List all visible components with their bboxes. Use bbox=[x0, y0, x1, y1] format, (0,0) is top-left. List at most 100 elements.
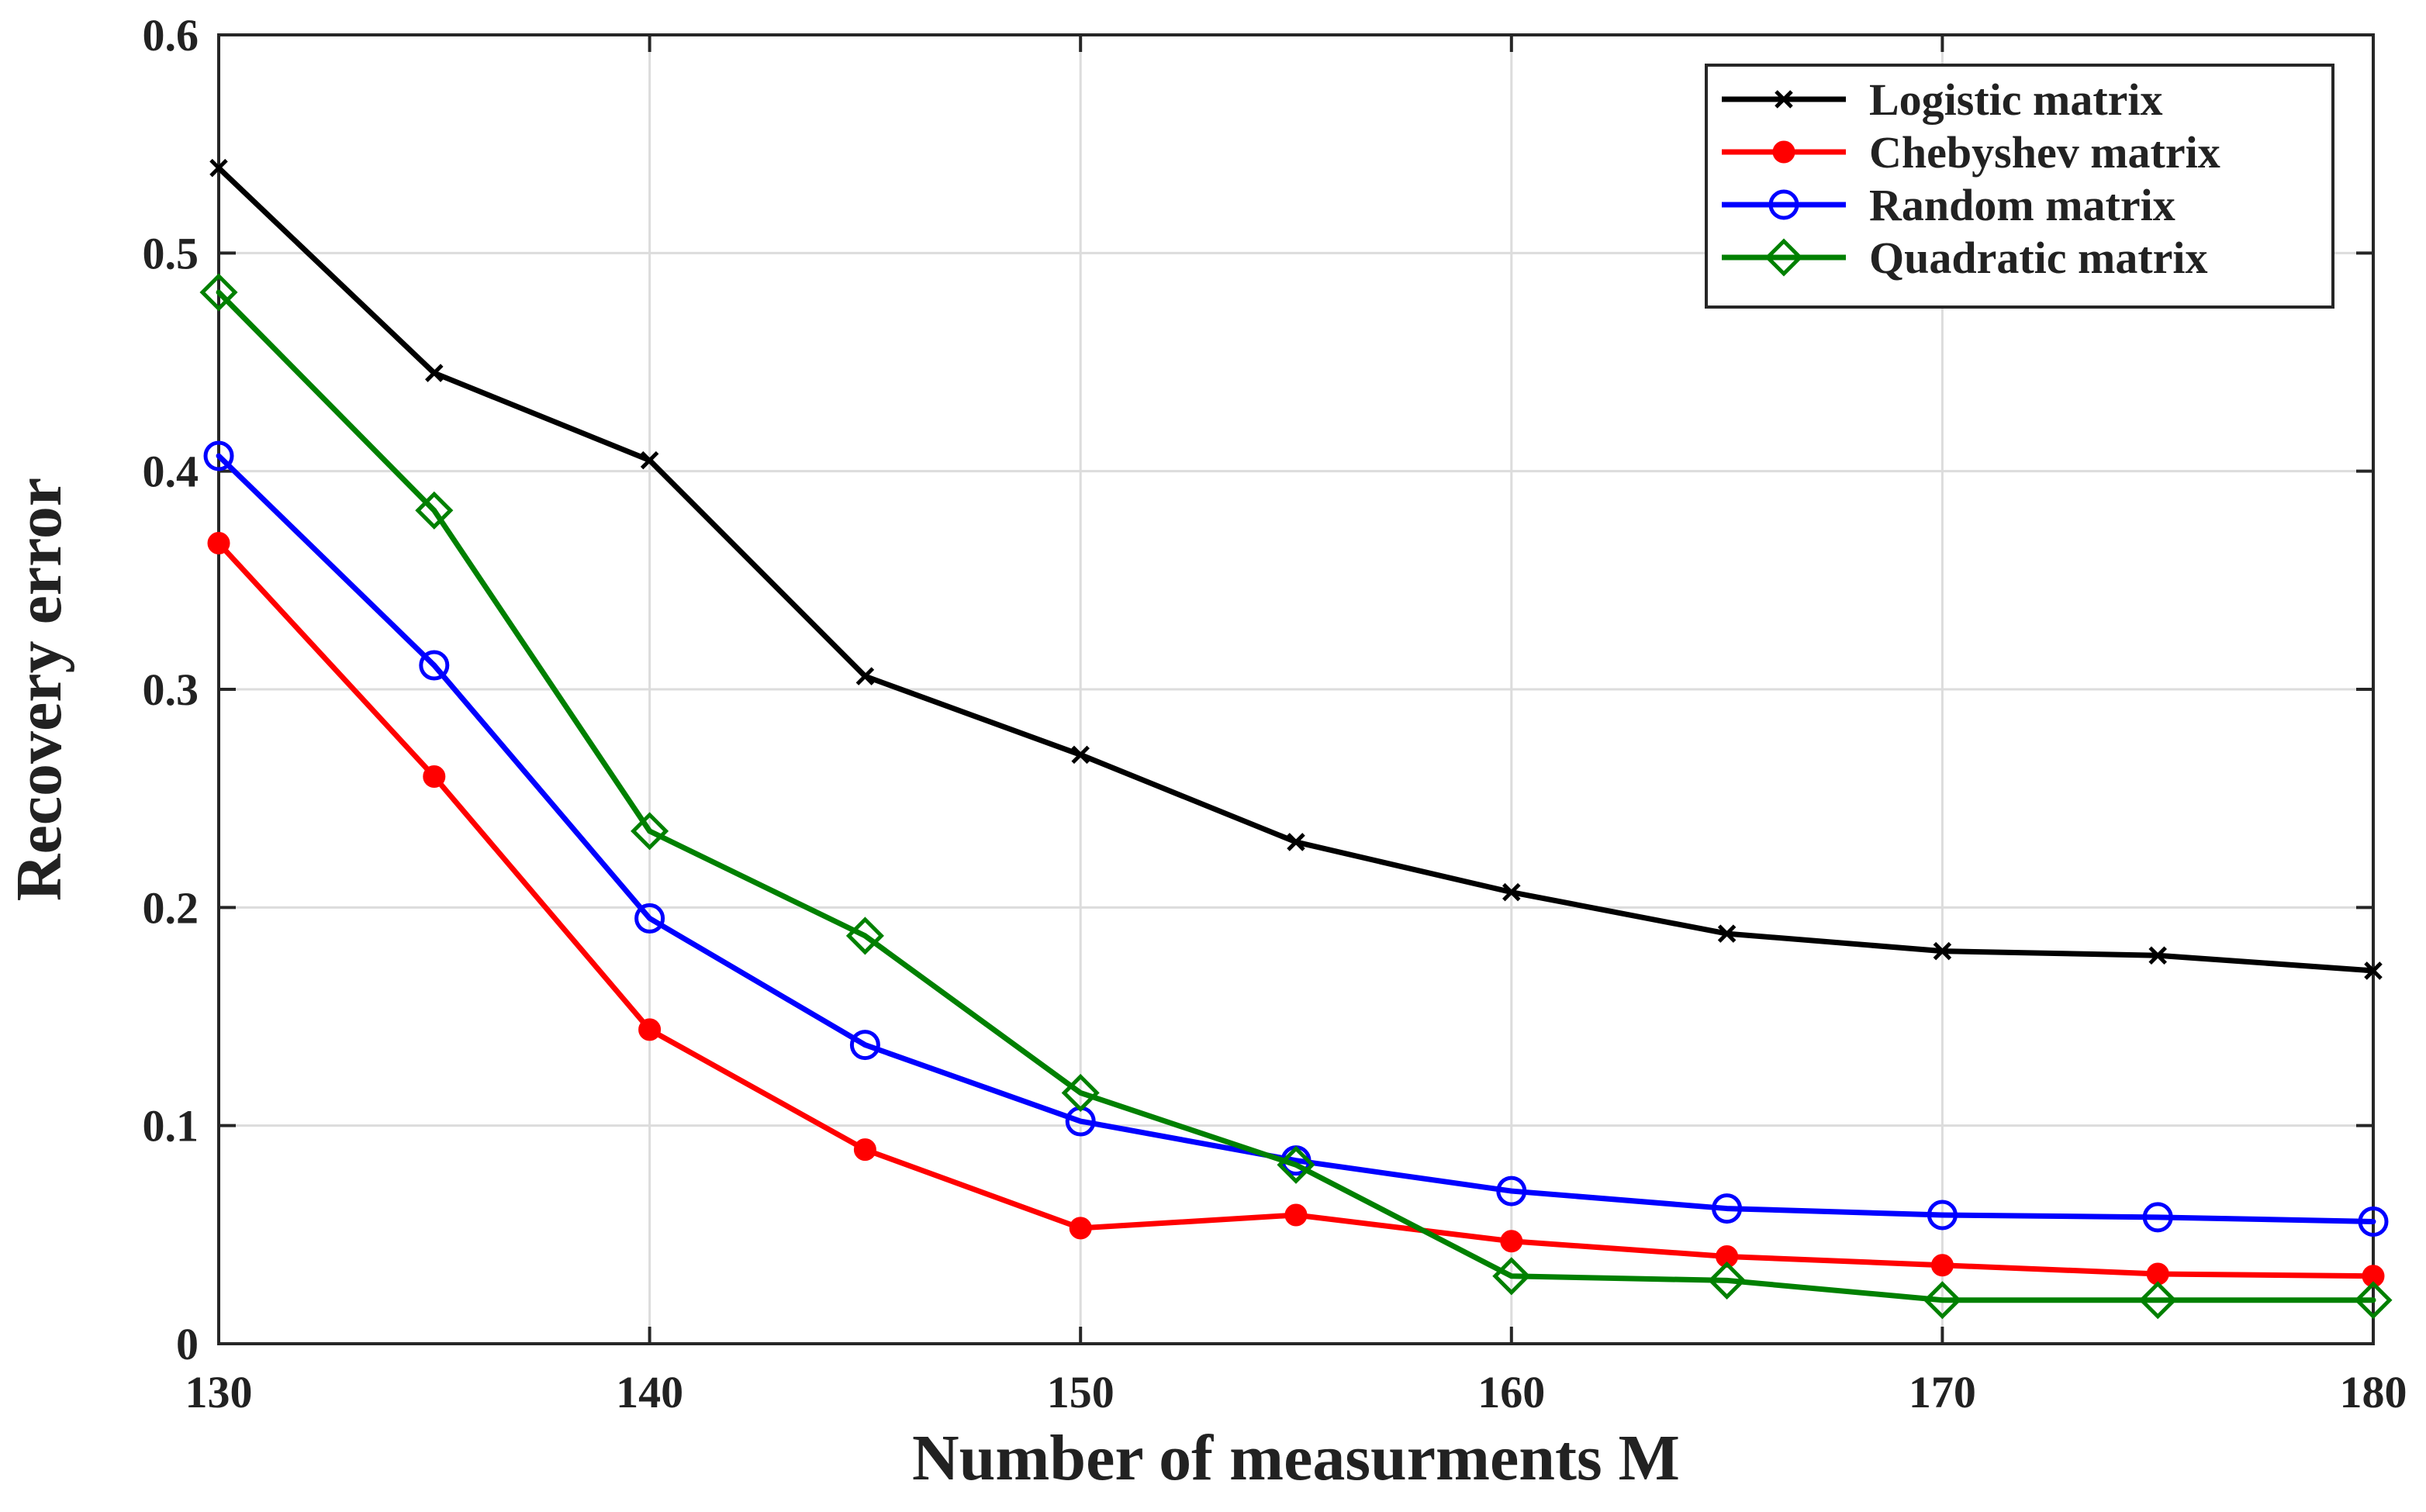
y-axis-title: Recovery error bbox=[3, 478, 75, 901]
data-point-random-matrix-ring bbox=[2142, 1202, 2173, 1233]
legend-item-random-matrix: Random matrix bbox=[1722, 180, 2175, 230]
data-point-logistic-matrix bbox=[2148, 946, 2167, 965]
data-point-chebyshev-matrix-dot bbox=[1069, 1217, 1092, 1240]
x-tick-label: 160 bbox=[1477, 1367, 1545, 1417]
data-point-quadratic-matrix bbox=[845, 917, 884, 955]
data-point-logistic-matrix-stroke bbox=[1717, 924, 1737, 943]
data-point-random-matrix-ring bbox=[634, 903, 665, 934]
legend-marker bbox=[1772, 140, 1795, 164]
x-tick-label: 150 bbox=[1047, 1367, 1115, 1417]
legend-label: Quadratic matrix bbox=[1869, 233, 2208, 283]
data-point-logistic-matrix bbox=[209, 158, 228, 178]
data-point-quadratic-matrix bbox=[631, 812, 669, 851]
data-point-chebyshev-matrix bbox=[207, 532, 230, 555]
data-point-quadratic-matrix bbox=[2138, 1281, 2177, 1320]
legend-label: Logistic matrix bbox=[1869, 74, 2163, 125]
y-tick-label: 0.1 bbox=[143, 1101, 199, 1151]
x-tick-label: 170 bbox=[1909, 1367, 1976, 1417]
series-line-quadratic-matrix bbox=[216, 289, 2376, 1303]
series-quadratic-matrix bbox=[199, 273, 2393, 1320]
data-point-quadratic-matrix-diamond bbox=[1061, 1073, 1100, 1113]
data-point-quadratic-matrix-diamond bbox=[415, 491, 454, 530]
data-point-random-matrix-ring bbox=[849, 1030, 880, 1061]
data-point-logistic-matrix-stroke bbox=[2364, 961, 2383, 980]
data-point-logistic-matrix-stroke bbox=[1933, 941, 1952, 961]
y-tick-label: 0 bbox=[176, 1319, 199, 1369]
data-point-random-matrix-ring bbox=[1927, 1200, 1958, 1231]
y-tick-label: 0.2 bbox=[143, 882, 199, 933]
data-point-quadratic-matrix bbox=[1277, 1145, 1315, 1184]
legend-marker-stroke bbox=[1775, 90, 1793, 109]
data-point-chebyshev-matrix bbox=[853, 1138, 876, 1162]
legend-marker-dot bbox=[1772, 140, 1795, 164]
data-point-quadratic-matrix bbox=[2354, 1281, 2393, 1320]
data-point-random-matrix bbox=[1927, 1200, 1958, 1231]
data-point-chebyshev-matrix-dot bbox=[423, 765, 446, 789]
legend-marker-ring bbox=[1768, 189, 1799, 220]
legend-marker bbox=[1764, 238, 1803, 277]
series-line-random-matrix bbox=[216, 453, 2376, 1224]
legend-item-logistic-matrix: Logistic matrix bbox=[1722, 74, 2163, 125]
y-tick-label: 0.6 bbox=[143, 10, 199, 60]
data-point-chebyshev-matrix-dot bbox=[2146, 1262, 2169, 1286]
legend-item-quadratic-matrix: Quadratic matrix bbox=[1722, 233, 2208, 283]
data-point-chebyshev-matrix bbox=[1284, 1203, 1308, 1227]
data-point-chebyshev-matrix-dot bbox=[1930, 1254, 1954, 1277]
data-point-quadratic-matrix-diamond bbox=[1923, 1281, 1961, 1320]
data-point-logistic-matrix bbox=[1287, 833, 1305, 851]
data-point-logistic-matrix-stroke bbox=[1502, 882, 1521, 902]
data-point-logistic-matrix bbox=[1502, 882, 1521, 902]
data-point-logistic-matrix-stroke bbox=[425, 364, 444, 382]
data-point-random-matrix bbox=[1712, 1193, 1743, 1224]
legend-marker bbox=[1768, 189, 1799, 220]
data-point-quadratic-matrix bbox=[1708, 1261, 1747, 1300]
data-point-random-matrix bbox=[634, 903, 665, 934]
data-point-random-matrix-ring bbox=[1712, 1193, 1743, 1224]
data-point-quadratic-matrix-diamond bbox=[2138, 1281, 2177, 1320]
data-point-quadratic-matrix-diamond bbox=[631, 812, 669, 851]
data-point-quadratic-matrix-diamond bbox=[1277, 1145, 1315, 1184]
legend-label: Random matrix bbox=[1869, 180, 2175, 230]
y-tick-label: 0.4 bbox=[143, 447, 199, 497]
data-point-chebyshev-matrix-dot bbox=[638, 1018, 662, 1041]
x-axis-title: Number of measurments M bbox=[912, 1422, 1680, 1494]
data-point-logistic-matrix bbox=[425, 364, 444, 382]
y-tick-label: 0.3 bbox=[143, 665, 199, 715]
data-point-chebyshev-matrix-dot bbox=[853, 1138, 876, 1162]
data-point-logistic-matrix-stroke bbox=[1071, 745, 1090, 765]
data-point-random-matrix-ring bbox=[2358, 1206, 2389, 1237]
x-tick-label: 130 bbox=[185, 1367, 253, 1417]
data-point-chebyshev-matrix-dot bbox=[1500, 1230, 1523, 1253]
data-point-random-matrix bbox=[849, 1030, 880, 1061]
data-point-quadratic-matrix-diamond bbox=[199, 273, 238, 312]
data-point-chebyshev-matrix bbox=[423, 765, 446, 789]
y-tick-label: 0.5 bbox=[143, 228, 199, 278]
data-point-logistic-matrix-stroke bbox=[1287, 833, 1305, 851]
series-random-matrix bbox=[203, 440, 2389, 1237]
ticks-layer: 0 0.1 0.2 0.3 0.4 0.5 0.6 130 140 150 160 170 180 bbox=[143, 10, 2407, 1417]
data-point-logistic-matrix bbox=[1717, 924, 1737, 943]
data-point-quadratic-matrix-diamond bbox=[2354, 1281, 2393, 1320]
data-point-quadratic-matrix bbox=[1923, 1281, 1961, 1320]
x-tick-label: 180 bbox=[2340, 1367, 2407, 1417]
data-point-chebyshev-matrix bbox=[638, 1018, 662, 1041]
data-point-logistic-matrix bbox=[640, 450, 659, 470]
data-point-quadratic-matrix bbox=[1061, 1073, 1100, 1113]
x-tick-label: 140 bbox=[616, 1367, 683, 1417]
data-point-random-matrix-ring bbox=[419, 650, 450, 681]
data-point-logistic-matrix-stroke bbox=[855, 667, 875, 685]
legend-item-chebyshev-matrix: Chebyshev matrix bbox=[1722, 127, 2220, 178]
data-point-chebyshev-matrix-dot bbox=[1284, 1203, 1308, 1227]
data-point-quadratic-matrix-diamond bbox=[1708, 1261, 1747, 1300]
data-point-logistic-matrix-stroke bbox=[2148, 946, 2167, 965]
data-point-random-matrix bbox=[1496, 1175, 1527, 1206]
data-point-quadratic-matrix bbox=[415, 491, 454, 530]
series-logistic-matrix bbox=[209, 158, 2383, 980]
data-point-random-matrix bbox=[2142, 1202, 2173, 1233]
legend-box bbox=[1705, 64, 2334, 309]
grid-layer bbox=[219, 35, 2373, 1344]
legend-label: Chebyshev matrix bbox=[1869, 127, 2220, 178]
